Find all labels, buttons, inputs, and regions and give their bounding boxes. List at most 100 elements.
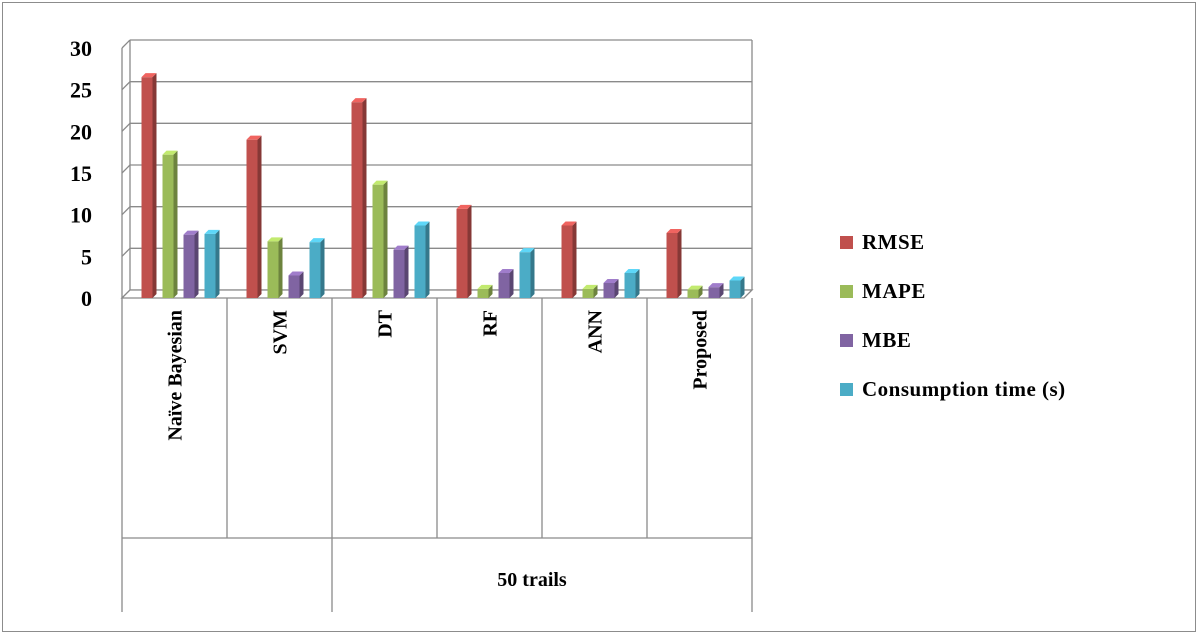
bar-top (393, 245, 409, 250)
gridline-slant (121, 206, 131, 216)
bar-top (477, 284, 493, 289)
bar-top (141, 73, 157, 78)
bar-mbe (288, 275, 300, 298)
bar-top (351, 98, 367, 103)
legend-swatch (840, 383, 853, 396)
bar-top (729, 276, 745, 281)
bar-rmse (351, 102, 363, 299)
y-tick-label: 30 (70, 36, 92, 61)
legend-label: RMSE (862, 230, 925, 254)
bar-rmse (246, 139, 258, 298)
bar-top (603, 279, 619, 283)
bar-rmse (561, 225, 573, 298)
bar-consumption-time-s (624, 273, 636, 298)
bar-side (257, 135, 262, 298)
bar-top (162, 150, 178, 155)
bar-side (215, 229, 220, 298)
legend-swatch (840, 236, 853, 249)
bar-mape (582, 288, 594, 298)
bar-mape (687, 289, 699, 298)
y-tick-label: 5 (81, 244, 92, 269)
bar-top (309, 238, 325, 243)
bar-top (498, 269, 514, 273)
bar-top (204, 229, 220, 234)
y-tick-label: 10 (70, 203, 92, 228)
x-category-label: SVM (270, 310, 292, 355)
bar-mape (267, 241, 279, 298)
bar-mbe (498, 273, 510, 298)
bar-top (267, 237, 283, 242)
x-category-label: DT (375, 309, 397, 337)
gridline-slant (121, 39, 131, 49)
bar-top (183, 230, 199, 235)
bar-consumption-time-s (519, 252, 531, 298)
bar-side (278, 237, 283, 298)
bar-side (572, 221, 577, 298)
bar-top (372, 180, 388, 185)
x-axis-categories: Naïve Bayesian SVM DT RF ANN Proposed (121, 298, 753, 612)
gridline-slant (121, 122, 131, 132)
bar-side (383, 180, 388, 298)
gridline-slant (121, 81, 131, 91)
bar-mbe (603, 283, 615, 298)
bar-side (593, 284, 598, 298)
y-tick-label: 25 (70, 78, 92, 103)
bar-consumption-time-s (729, 280, 741, 298)
legend-swatch (840, 334, 853, 347)
bar-side (152, 73, 157, 299)
legend-label: Consumption time (s) (862, 377, 1066, 401)
bar-mape (477, 288, 489, 298)
bar-top (519, 248, 535, 253)
bar-side (719, 283, 724, 298)
legend-label: MAPE (862, 279, 926, 303)
bar-side (614, 279, 619, 298)
bar-mape (162, 154, 174, 298)
bar-side (320, 238, 325, 298)
bar-side (509, 269, 514, 298)
bar-side (635, 269, 640, 298)
y-tick-label: 0 (81, 286, 92, 311)
bar-top (288, 271, 304, 276)
bar-mbe (708, 287, 720, 298)
bar-mbe (183, 234, 195, 298)
x-category-label: RF (480, 310, 502, 337)
bar-consumption-time-s (414, 225, 426, 298)
gridline-slant (121, 164, 131, 174)
bar-side (299, 271, 304, 298)
bar-side (362, 98, 367, 299)
y-tick-label: 15 (70, 161, 92, 186)
bar-side (740, 276, 745, 298)
bar-top (582, 284, 598, 289)
bar-side (404, 245, 409, 298)
bar-consumption-time-s (204, 233, 216, 298)
bar-top (666, 229, 682, 233)
group-label: 50 trails (497, 569, 567, 591)
bar-top (456, 204, 472, 209)
bar-rmse (456, 208, 468, 298)
bar-top (414, 221, 430, 226)
bar-top (708, 283, 724, 288)
bar-top (687, 285, 703, 290)
bar-side (467, 204, 472, 298)
bar-side (425, 221, 430, 298)
y-tick-label: 20 (70, 119, 92, 144)
bar-side (698, 285, 703, 298)
bar-rmse (141, 77, 153, 299)
bar-side (173, 150, 178, 298)
bars (141, 73, 745, 299)
legend-swatch (840, 285, 853, 298)
x-category-label: Proposed (690, 310, 712, 390)
bar-mape (372, 184, 384, 298)
bar-consumption-time-s (309, 242, 321, 298)
bar-side (677, 229, 682, 298)
y-axis-ticks: 0 5 10 15 20 25 30 (70, 36, 92, 311)
legend: RMSE MAPE MBE Consumption time (s) (840, 230, 1066, 401)
x-category-label: Naïve Bayesian (165, 310, 187, 441)
legend-label: MBE (862, 328, 911, 352)
x-category-label: ANN (585, 309, 607, 353)
bar-top (624, 269, 640, 273)
bar-top (246, 135, 262, 140)
bar-mbe (393, 249, 405, 298)
